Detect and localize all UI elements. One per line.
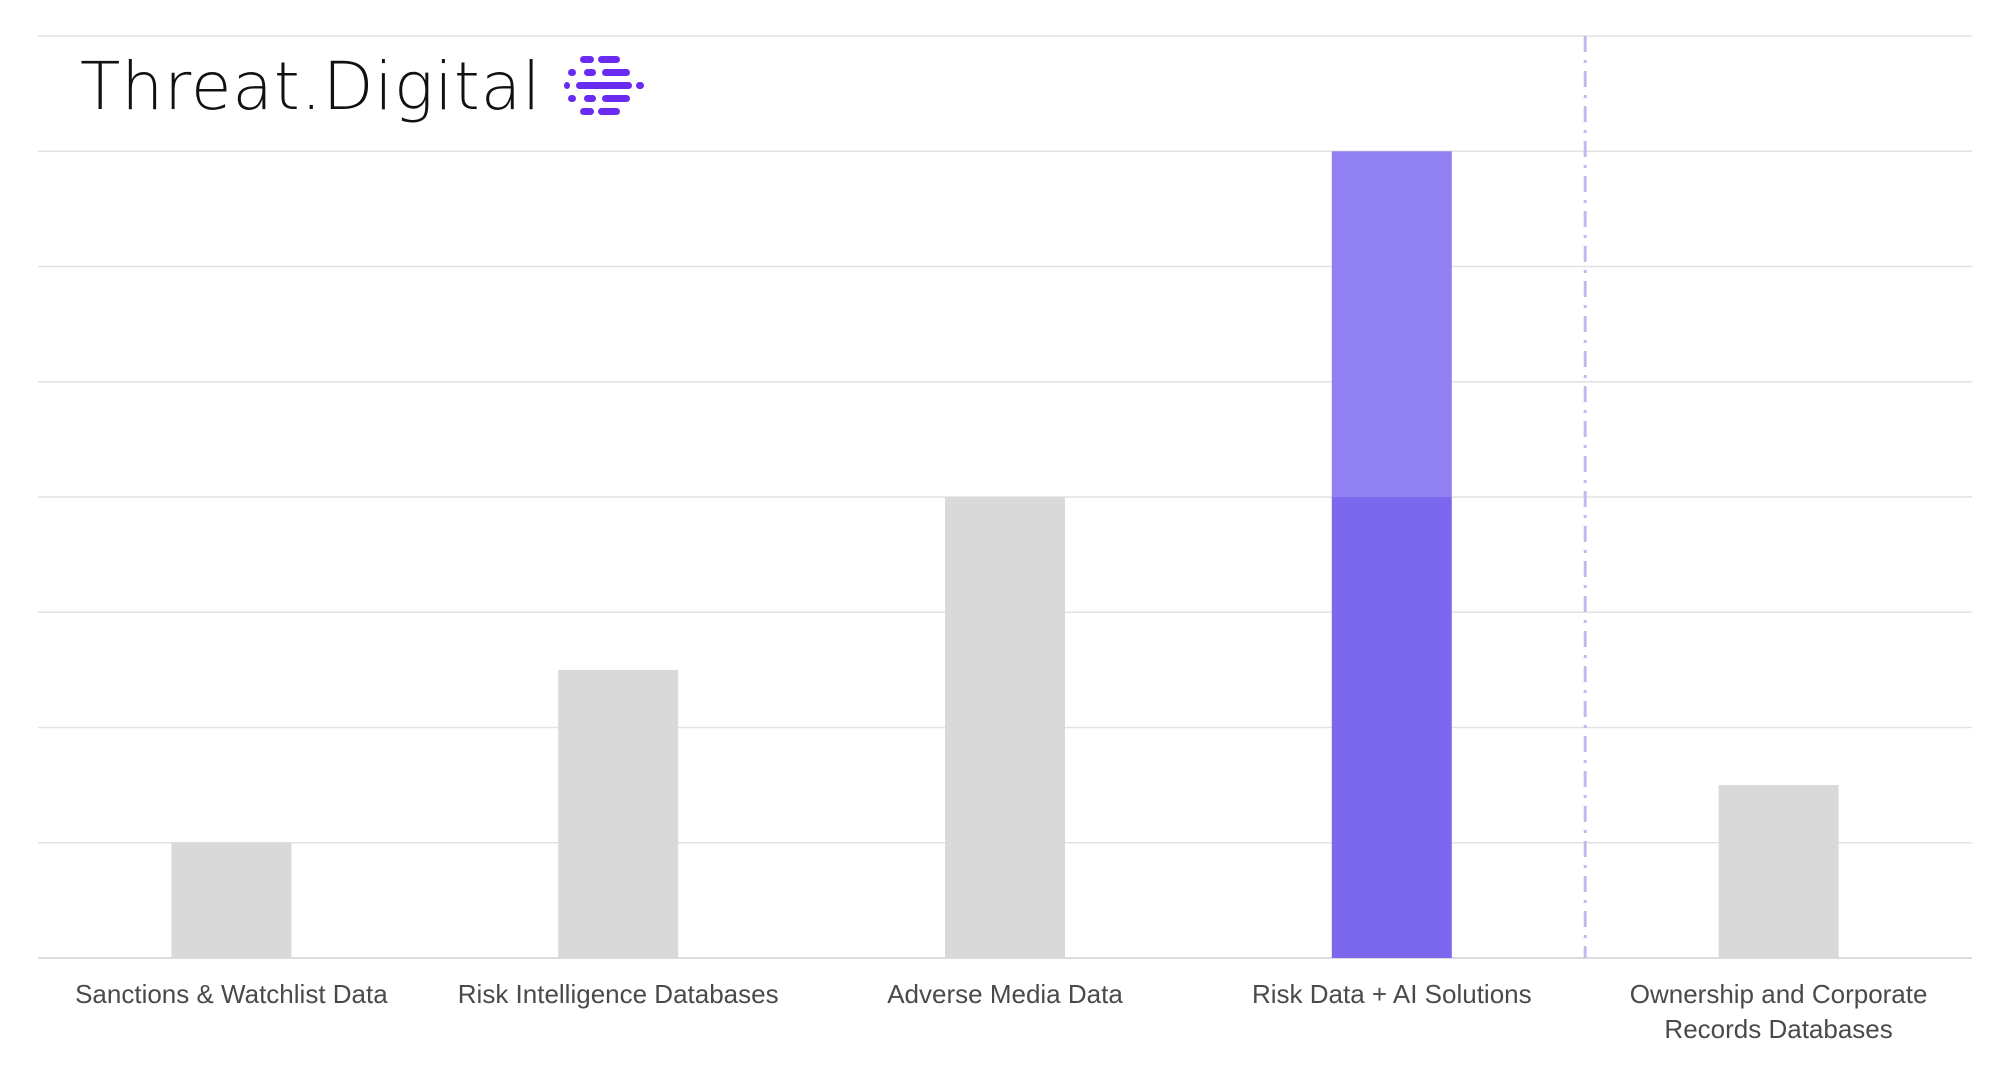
bar-3-segment-1 (945, 497, 1065, 958)
logo-text: Threat.Digital (80, 48, 542, 125)
bar-4-segment-1 (1331, 497, 1452, 958)
x-tick-label: Sanctions & Watchlist Data (75, 979, 388, 1009)
x-tick-label: Ownership and Corporate Records Database… (1629, 979, 1928, 1044)
bar-5-segment-1 (1718, 785, 1839, 958)
bars (171, 151, 1839, 958)
stacked-bars-logo-icon (563, 56, 644, 115)
bar-4-segment-2 (1331, 151, 1452, 497)
bar-1-segment-1 (171, 842, 292, 958)
x-tick-label: Risk Intelligence Databases (457, 979, 779, 1009)
x-tick-label: Risk Data + AI Solutions (1251, 979, 1532, 1009)
bar-2-segment-1 (558, 669, 679, 958)
x-tick-label: Adverse Media Data (887, 979, 1123, 1009)
threat-digital-logo: Threat.Digital (80, 52, 644, 122)
